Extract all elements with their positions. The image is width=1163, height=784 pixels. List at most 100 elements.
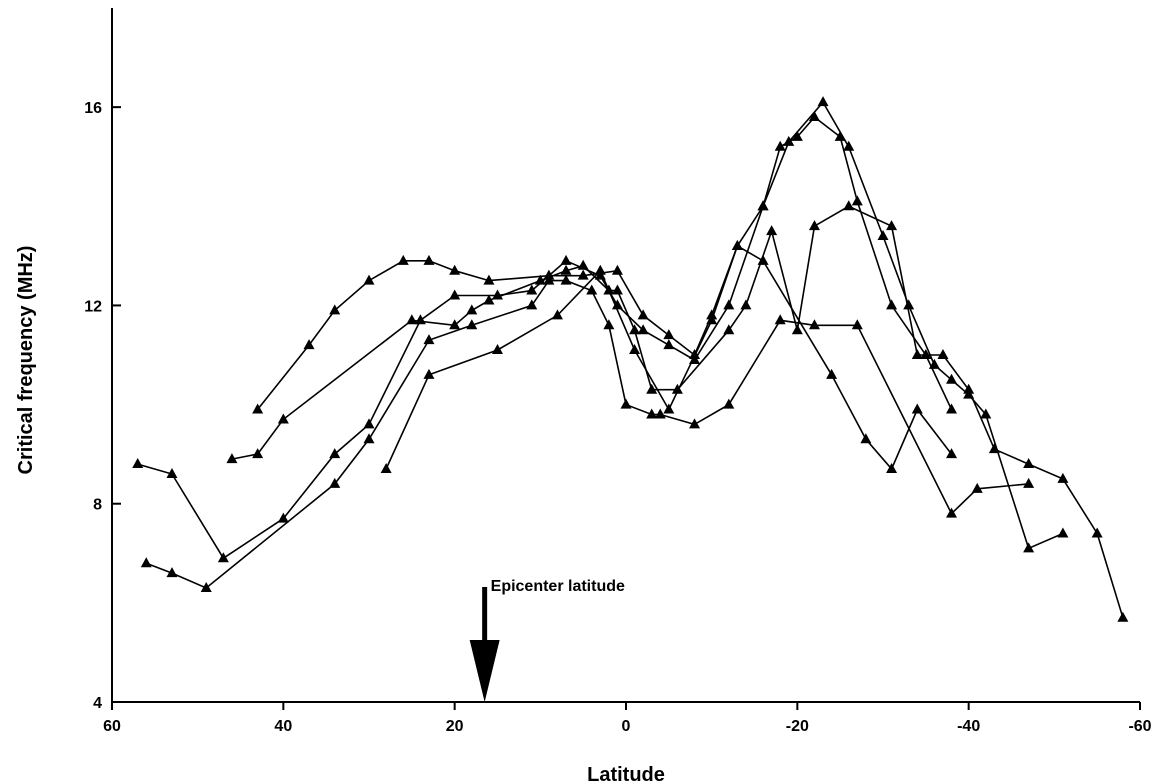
- data-point-marker: [303, 339, 315, 350]
- data-point-marker: [920, 349, 932, 359]
- data-point-marker: [654, 408, 666, 419]
- data-point-marker: [646, 383, 658, 394]
- data-point-marker: [886, 463, 898, 474]
- x-ticks: 60 40 20 0 -20 -40 -60: [103, 702, 1152, 735]
- data-point-marker: [663, 403, 675, 414]
- data-point-marker: [406, 314, 418, 325]
- data-point-marker: [526, 284, 538, 295]
- data-point-marker: [774, 140, 786, 151]
- data-point-marker: [252, 403, 264, 414]
- epicenter-label: Epicenter latitude: [491, 578, 625, 595]
- data-point-marker: [808, 220, 820, 231]
- y-axis-title: Critical frequency (MHz): [15, 246, 37, 475]
- data-point-marker: [1117, 611, 1129, 622]
- data-point-marker: [877, 230, 889, 241]
- data-point-marker: [466, 304, 478, 315]
- data-point-marker: [526, 299, 538, 310]
- data-point-marker: [946, 448, 958, 459]
- data-point-marker: [329, 448, 341, 459]
- data-point-marker: [980, 408, 992, 419]
- data-point-marker: [808, 111, 820, 122]
- data-point-marker: [252, 448, 264, 459]
- data-point-marker: [620, 398, 632, 409]
- data-point-marker: [740, 299, 752, 310]
- data-point-marker: [843, 200, 855, 211]
- data-point-marker: [723, 324, 735, 335]
- data-point-marker: [774, 314, 786, 325]
- data-point-marker: [903, 299, 915, 310]
- data-point-marker: [543, 274, 555, 285]
- data-point-marker: [851, 319, 863, 330]
- data-point-marker: [988, 443, 1000, 454]
- y-tick-label: 12: [84, 298, 102, 315]
- y-tick-label: 4: [93, 695, 102, 712]
- data-point-marker: [946, 373, 958, 384]
- data-point-marker: [200, 581, 212, 592]
- data-point-marker: [492, 344, 503, 355]
- data-point-marker: [380, 463, 392, 474]
- data-point-marker: [963, 383, 975, 394]
- x-tick-label: 40: [274, 718, 292, 735]
- data-point-marker: [363, 433, 375, 444]
- series-line: [137, 116, 953, 560]
- data-point-marker: [886, 220, 898, 231]
- data-point-marker: [449, 289, 461, 300]
- data-point-marker: [423, 254, 435, 265]
- data-point-marker: [140, 557, 152, 568]
- data-point-marker: [449, 264, 461, 275]
- data-point-marker: [689, 349, 701, 359]
- data-point-marker: [166, 467, 178, 478]
- data-point-marker: [611, 299, 623, 310]
- data-point-marker: [971, 482, 983, 493]
- data-point-marker: [928, 358, 940, 369]
- data-point-marker: [663, 329, 675, 340]
- data-point-marker: [834, 130, 846, 141]
- series-5: [380, 239, 958, 474]
- data-point-marker: [329, 304, 341, 315]
- data-point-marker: [560, 264, 572, 275]
- data-point-marker: [586, 284, 598, 295]
- epicenter-annotation: Epicenter latitude: [469, 578, 625, 702]
- x-axis-title: Latitude: [587, 764, 665, 784]
- data-point-marker: [843, 140, 855, 151]
- data-point-marker: [783, 135, 795, 146]
- x-tick-label: 60: [103, 718, 121, 735]
- data-point-marker: [1091, 527, 1103, 538]
- data-point-marker: [217, 552, 229, 563]
- data-point-marker: [277, 512, 289, 523]
- series-2: [252, 96, 1069, 553]
- data-point-marker: [757, 200, 769, 211]
- data-point-marker: [937, 349, 949, 359]
- data-point-marker: [757, 254, 769, 265]
- data-point-marker: [723, 299, 735, 310]
- data-point-marker: [466, 319, 478, 330]
- data-point-marker: [663, 339, 675, 350]
- plot-area: 4 8 12 16 60 40 20 0 -20 -40 -60 Epicenter latitu…: [84, 8, 1152, 735]
- data-point-marker: [534, 274, 546, 285]
- data-point-marker: [166, 567, 178, 578]
- data-point-marker: [629, 344, 641, 355]
- x-tick-label: -60: [1128, 718, 1151, 735]
- data-point-marker: [1023, 477, 1035, 488]
- data-point-marker: [551, 309, 563, 320]
- data-point-marker: [731, 239, 743, 250]
- data-point-marker: [603, 319, 615, 330]
- data-point-marker: [611, 284, 623, 295]
- series-1: [132, 111, 958, 563]
- x-tick-label: -20: [786, 718, 809, 735]
- data-point-marker: [226, 453, 238, 464]
- data-point-marker: [791, 324, 803, 335]
- data-point-marker: [791, 130, 803, 141]
- y-tick-label: 16: [84, 100, 102, 117]
- data-point-marker: [1023, 458, 1035, 469]
- data-point-marker: [860, 433, 872, 444]
- data-point-marker: [851, 195, 863, 206]
- data-point-marker: [577, 259, 589, 270]
- data-point-marker: [637, 309, 649, 320]
- data-point-marker: [886, 299, 898, 310]
- x-tick-label: 0: [622, 718, 631, 735]
- x-tick-label: 20: [446, 718, 464, 735]
- data-point-marker: [646, 408, 658, 419]
- data-point-marker: [911, 349, 923, 359]
